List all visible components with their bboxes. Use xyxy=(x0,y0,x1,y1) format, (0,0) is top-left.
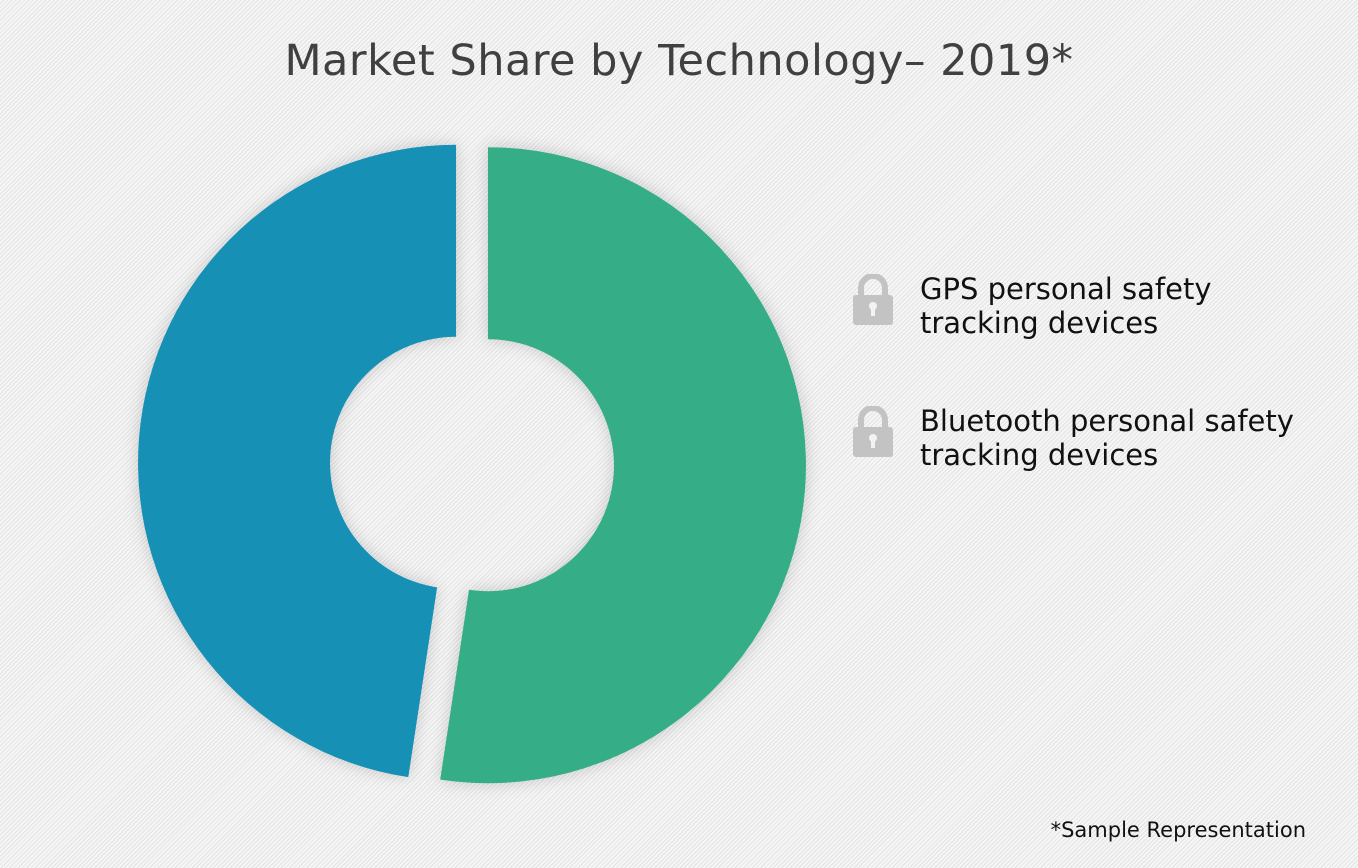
donut-slice-gps xyxy=(440,147,806,784)
legend-label: Bluetooth personal safety tracking devic… xyxy=(920,404,1294,472)
padlock-icon xyxy=(853,274,893,325)
legend-item-gps: GPS personal safety tracking devices xyxy=(852,272,1322,340)
sample-note: *Sample Representation xyxy=(1050,818,1306,842)
legend-label: GPS personal safety tracking devices xyxy=(920,272,1212,340)
donut-slice-bluetooth xyxy=(138,144,457,778)
legend-item-bluetooth: Bluetooth personal safety tracking devic… xyxy=(852,404,1322,472)
chart-title: Market Share by Technology– 2019* xyxy=(284,36,1074,86)
padlock-icon xyxy=(853,406,893,457)
